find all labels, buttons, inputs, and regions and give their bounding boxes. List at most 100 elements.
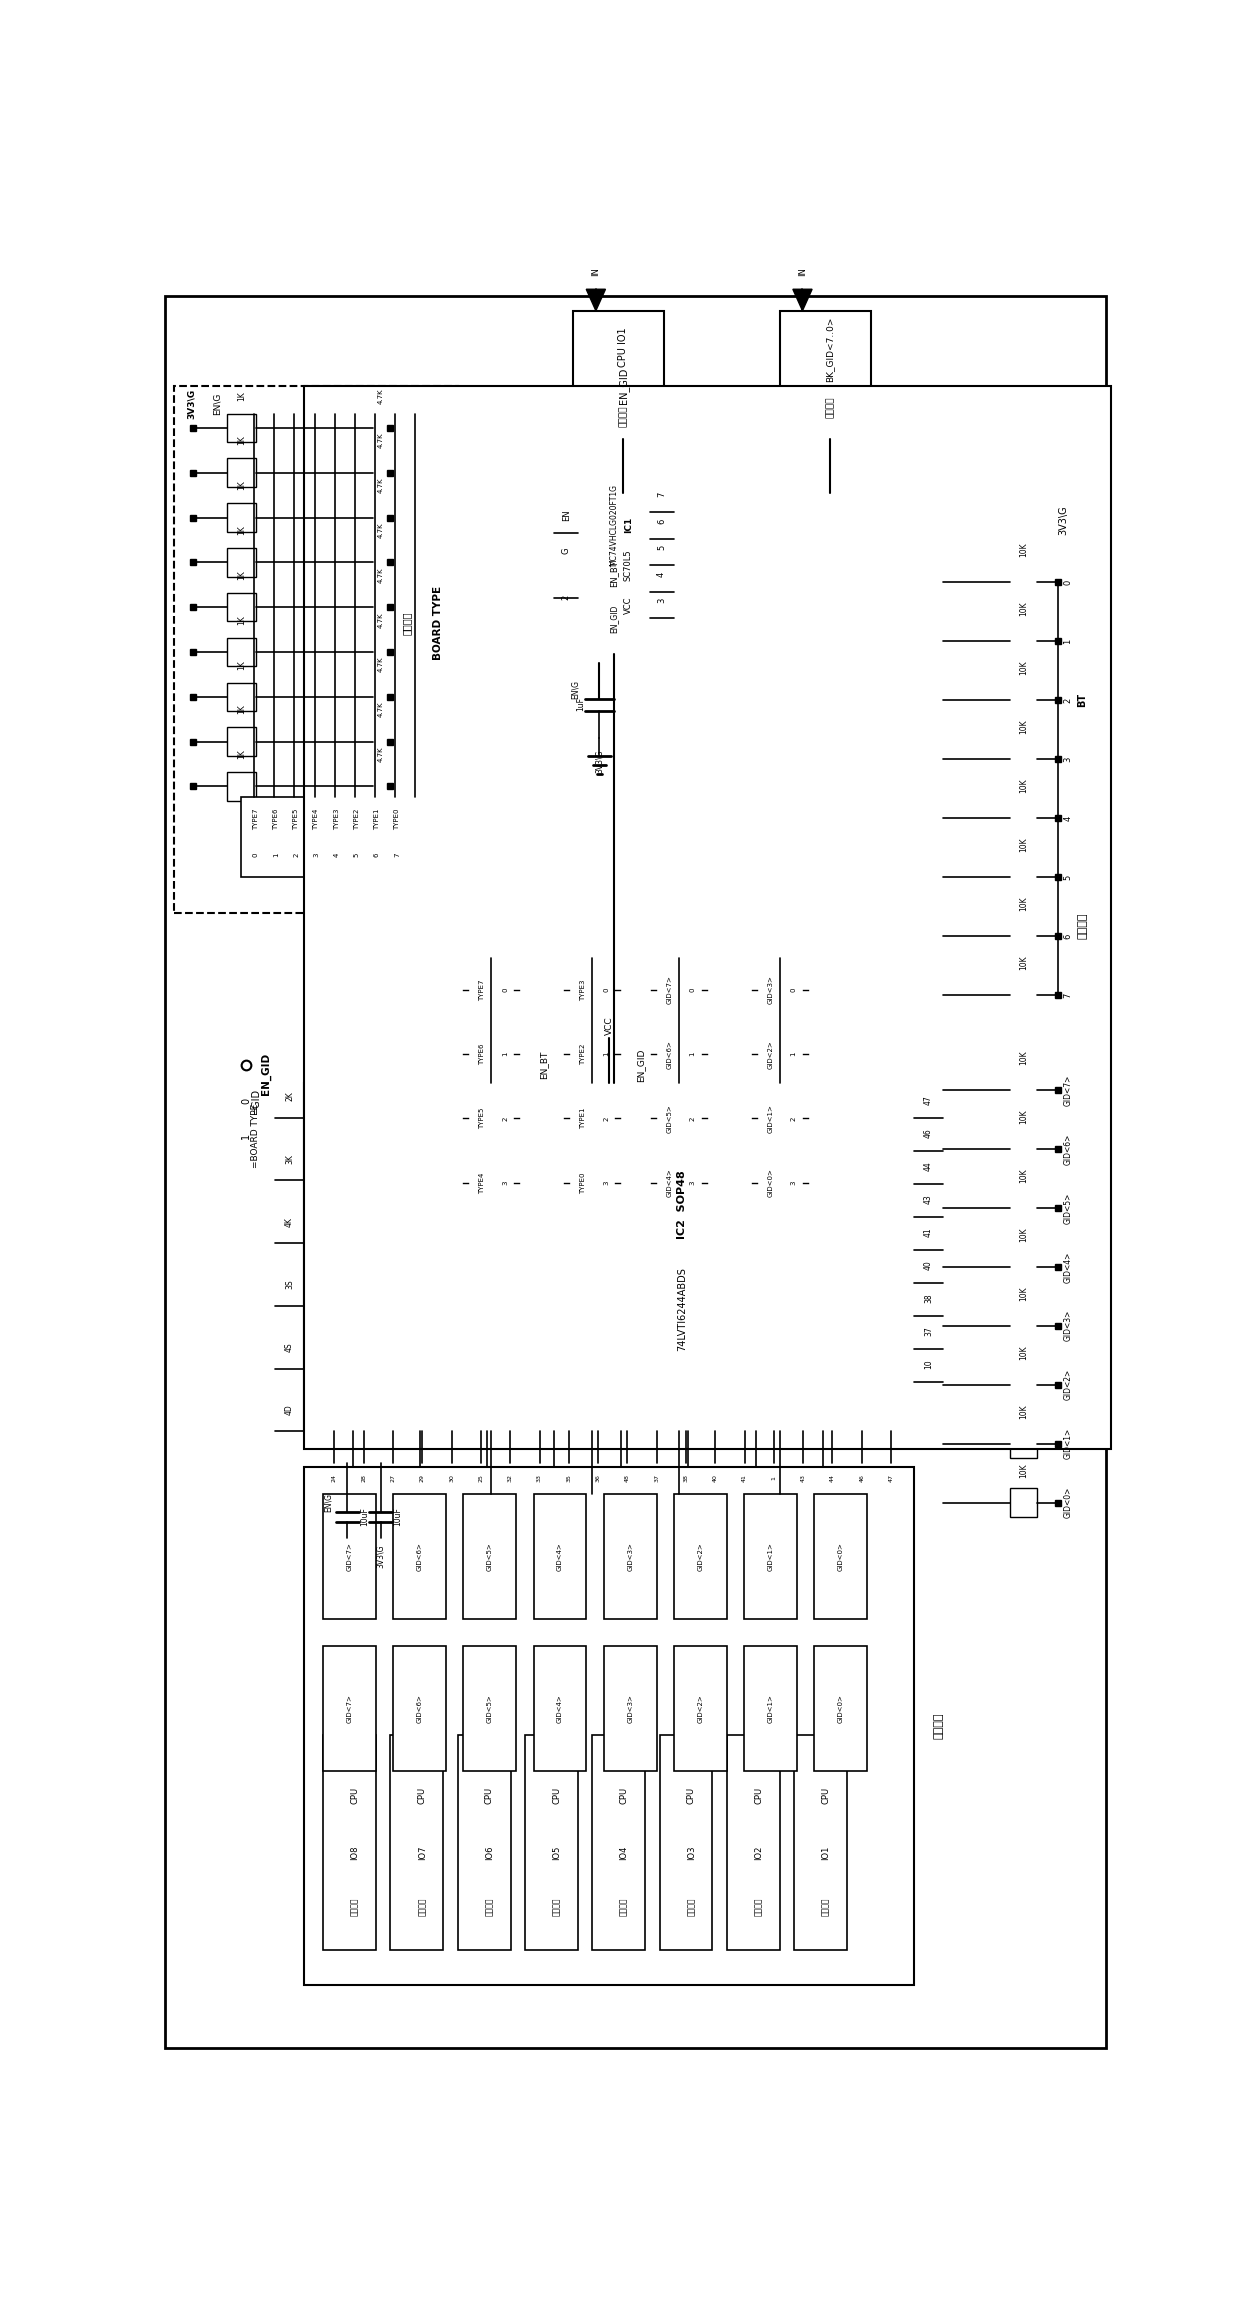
Text: 4S: 4S (285, 1342, 294, 1351)
Text: GID<0>: GID<0> (1064, 1488, 1073, 1518)
Text: 6: 6 (657, 518, 666, 525)
Text: 接插单元: 接插单元 (821, 1896, 831, 1915)
Text: TYPE4: TYPE4 (314, 808, 320, 831)
Text: 3: 3 (314, 852, 320, 856)
Text: GID<5>: GID<5> (1064, 1193, 1073, 1223)
Text: GID<1>: GID<1> (768, 1105, 774, 1133)
Text: 接插单元: 接插单元 (754, 1896, 763, 1915)
Text: 3: 3 (689, 1181, 696, 1186)
Text: GID<1>: GID<1> (768, 1694, 774, 1722)
Text: TYPE3: TYPE3 (334, 808, 340, 831)
Bar (367, 773, 394, 801)
Text: GID<6>: GID<6> (417, 1541, 423, 1571)
Text: 30: 30 (449, 1474, 454, 1481)
Text: TYPE0: TYPE0 (580, 1172, 587, 1193)
Text: GID<7>: GID<7> (347, 1541, 352, 1571)
Text: 10K: 10K (1019, 1404, 1028, 1418)
Bar (569, 959, 615, 1214)
Text: GID<5>: GID<5> (487, 1694, 494, 1722)
Bar (1011, 1488, 1037, 1518)
Text: TYPE2: TYPE2 (353, 808, 360, 831)
Text: TYPE6: TYPE6 (479, 1044, 485, 1065)
Bar (324, 1646, 376, 1771)
Text: VCC: VCC (624, 596, 632, 615)
Text: 43: 43 (924, 1195, 934, 1205)
Text: 24: 24 (332, 1474, 337, 1481)
Text: 背板单元: 背板单元 (1078, 912, 1087, 938)
Text: IC2  SOP48: IC2 SOP48 (677, 1170, 687, 1239)
Bar (464, 1495, 516, 1620)
Text: GID<3>: GID<3> (627, 1694, 634, 1722)
Text: 近端单元: 近端单元 (934, 1713, 944, 1738)
Text: TYPE1: TYPE1 (374, 808, 379, 831)
Text: 3S: 3S (285, 1279, 294, 1288)
Text: 1: 1 (771, 1476, 776, 1481)
Bar (604, 1646, 657, 1771)
Text: 46: 46 (924, 1128, 934, 1137)
Bar (756, 959, 802, 1214)
Text: 接插单元: 接插单元 (485, 1896, 494, 1915)
Bar (1011, 921, 1037, 952)
Text: 4D: 4D (285, 1404, 294, 1416)
Text: CPU: CPU (418, 1787, 427, 1803)
Text: 1: 1 (242, 1133, 252, 1140)
Text: GID<4>: GID<4> (557, 1694, 563, 1722)
Text: 接插单元: 接插单元 (619, 406, 627, 427)
Bar (1011, 1193, 1037, 1223)
Text: 41: 41 (924, 1228, 934, 1237)
Text: EN\G: EN\G (213, 392, 222, 415)
Text: 7: 7 (657, 492, 666, 497)
Text: 4K: 4K (285, 1216, 294, 1225)
Text: GID<4>: GID<4> (1064, 1251, 1073, 1284)
Text: 4.7K: 4.7K (377, 566, 383, 583)
Bar (304, 1467, 914, 1984)
Text: 29: 29 (420, 1474, 425, 1481)
Bar (1011, 627, 1037, 655)
Text: BOARD TYPE: BOARD TYPE (433, 585, 443, 659)
Bar (1011, 1075, 1037, 1105)
Bar (1011, 569, 1037, 596)
Text: GID<7>: GID<7> (1064, 1075, 1073, 1105)
Bar (1011, 687, 1037, 715)
Text: IO8: IO8 (351, 1845, 360, 1859)
Bar (533, 1646, 587, 1771)
Text: 10uF: 10uF (393, 1509, 403, 1527)
Text: 0: 0 (242, 1098, 252, 1105)
Text: 接插单元: 接插单元 (552, 1896, 562, 1915)
Bar (464, 1646, 516, 1771)
Text: TYPE5: TYPE5 (294, 808, 299, 831)
Bar (815, 1495, 867, 1620)
Bar (1011, 982, 1037, 1010)
Text: 10K: 10K (1019, 1109, 1028, 1123)
Text: BT: BT (1078, 694, 1087, 708)
Bar (794, 1736, 847, 1950)
Bar (227, 638, 255, 666)
Bar (1011, 1430, 1037, 1458)
Text: 2: 2 (689, 1116, 696, 1121)
Text: EN_GID: EN_GID (618, 367, 629, 404)
Bar (469, 959, 515, 1214)
Text: 3V3\G: 3V3\G (595, 750, 604, 773)
Text: 44: 44 (830, 1474, 835, 1481)
Text: CPU: CPU (485, 1787, 494, 1803)
Text: 接插单元: 接插单元 (402, 610, 412, 634)
Text: 接插单元: 接插单元 (687, 1896, 696, 1915)
Text: 43: 43 (801, 1474, 806, 1481)
Text: SC70L5: SC70L5 (624, 550, 632, 580)
Polygon shape (792, 290, 812, 311)
Text: 1: 1 (273, 852, 279, 856)
Text: 3: 3 (657, 599, 666, 603)
Text: GID<1>: GID<1> (1064, 1427, 1073, 1460)
Bar (367, 726, 394, 757)
Bar (367, 682, 394, 710)
Text: GID<6>: GID<6> (1064, 1133, 1073, 1165)
Text: GID<6>: GID<6> (667, 1040, 672, 1068)
Bar (815, 1646, 867, 1771)
Text: CPU: CPU (821, 1787, 831, 1803)
Text: 3V3\G: 3V3\G (1058, 506, 1068, 534)
Text: 1K: 1K (237, 390, 246, 402)
Text: CPU: CPU (552, 1787, 562, 1803)
Bar (227, 460, 255, 487)
Text: 3: 3 (790, 1181, 796, 1186)
Bar (367, 504, 394, 532)
